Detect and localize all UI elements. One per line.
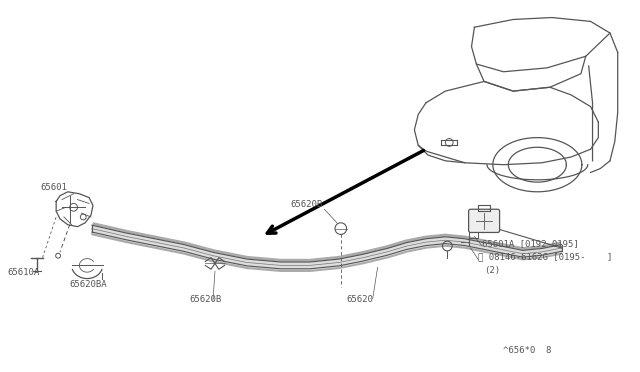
FancyBboxPatch shape	[468, 209, 500, 232]
Text: 65610A: 65610A	[8, 268, 40, 277]
Text: 65620: 65620	[347, 295, 374, 304]
Text: ^656*0  8: ^656*0 8	[504, 346, 552, 355]
Text: 65601A [0192-0195]: 65601A [0192-0195]	[482, 239, 579, 248]
Text: 65620B: 65620B	[190, 295, 222, 304]
Text: (2): (2)	[484, 266, 500, 275]
Text: 65620B: 65620B	[291, 200, 323, 209]
Text: 65620BA: 65620BA	[70, 280, 108, 289]
Text: 65601: 65601	[41, 183, 68, 192]
Text: Ⓑ 08146-6162G [0195-    ]: Ⓑ 08146-6162G [0195- ]	[478, 253, 612, 262]
